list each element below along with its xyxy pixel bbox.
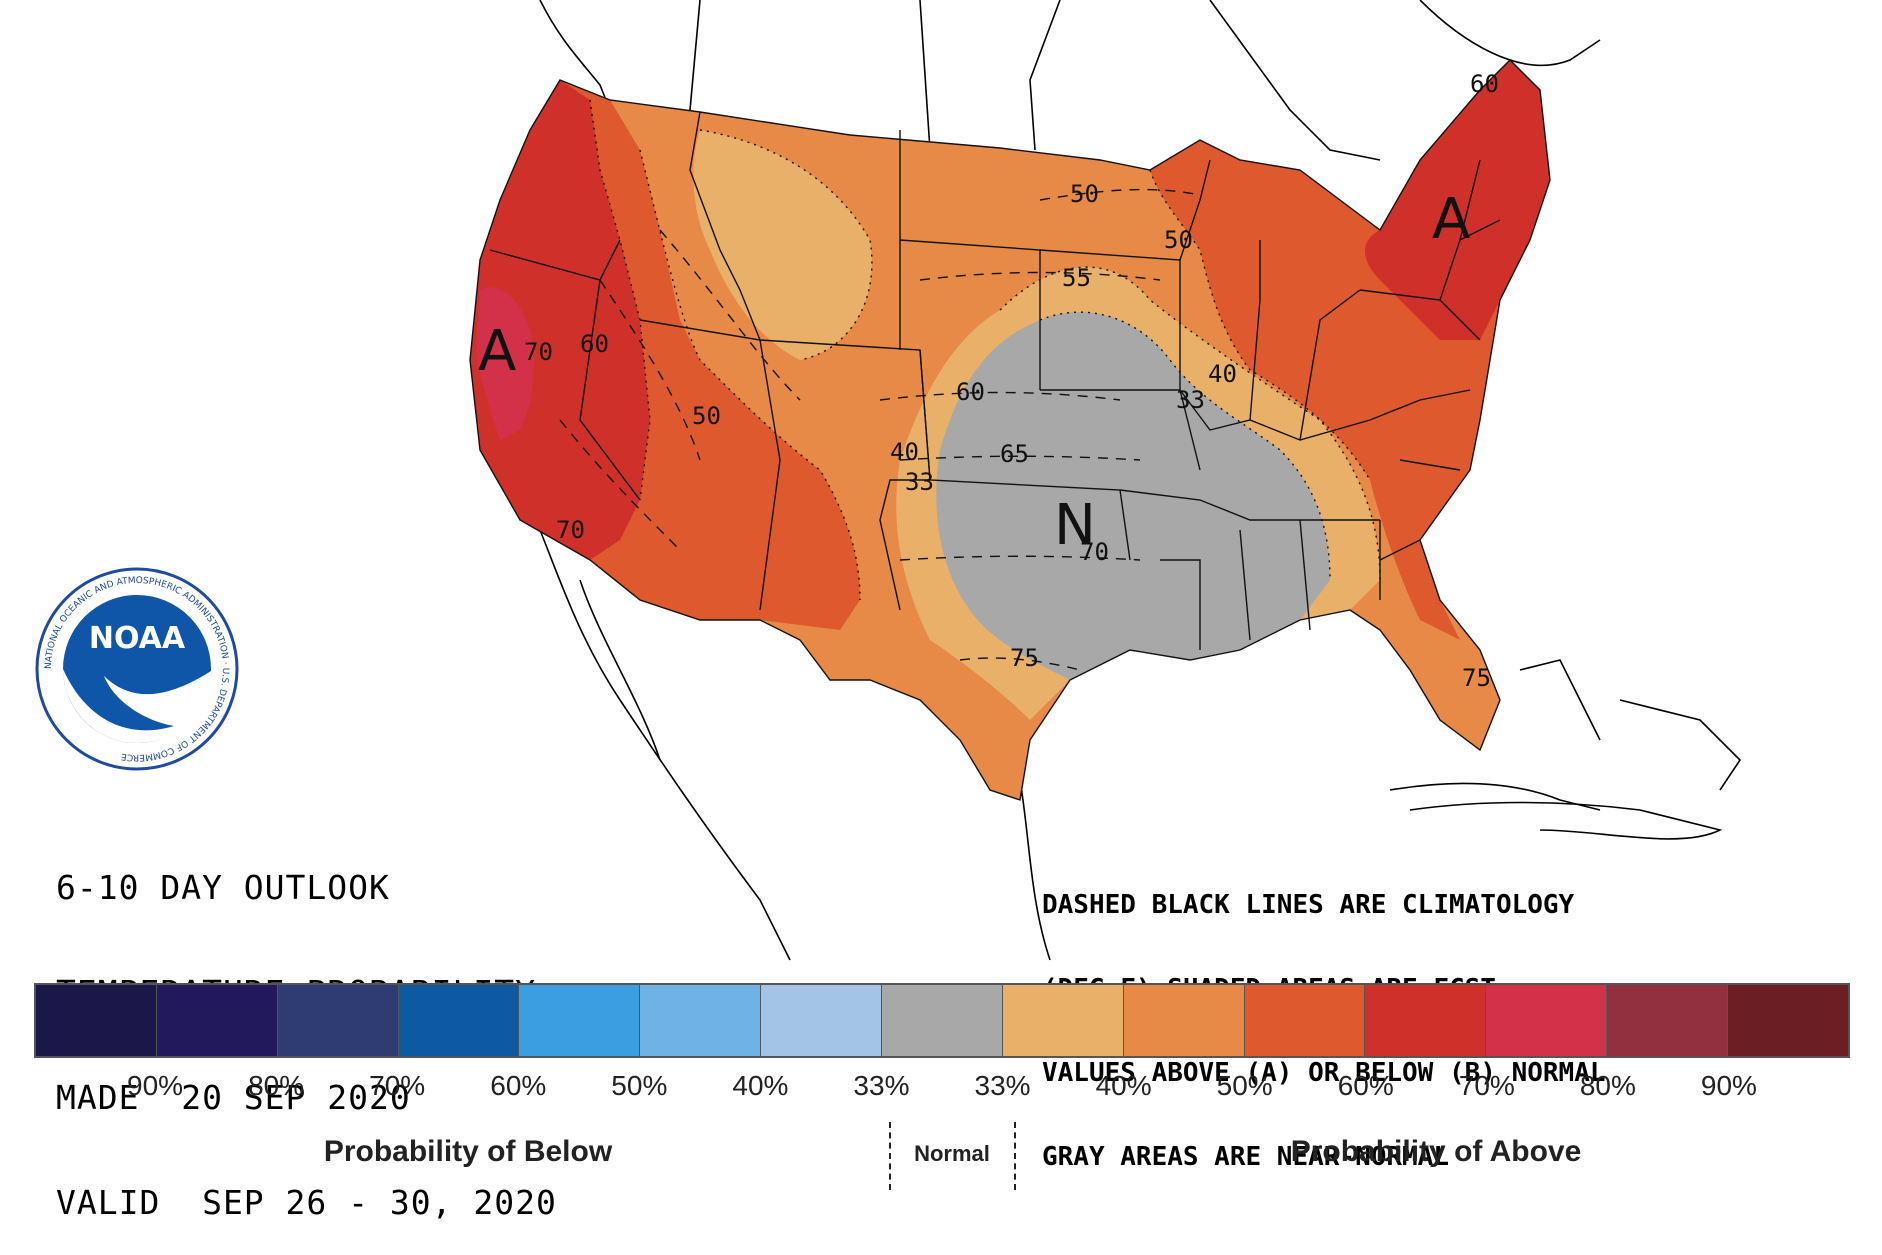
- legend-percent-label: 80%: [1579, 1070, 1636, 1101]
- legend-swatch-8: [882, 985, 1003, 1056]
- title-line-1: 6-10 DAY OUTLOOK: [56, 868, 390, 907]
- region-near-normal: [936, 312, 1330, 680]
- legend-swatch-11: [1244, 985, 1366, 1056]
- category-above-east: A: [1432, 187, 1470, 252]
- legend-swatch-12: [1365, 985, 1487, 1056]
- legend-divider-left: [889, 1122, 891, 1190]
- prob-label-50-ne: 50: [1164, 226, 1193, 254]
- legend-above-label: Probability of Above: [1290, 1135, 1582, 1168]
- prob-label-40: 40: [890, 438, 919, 466]
- legend-swatch-13: [1486, 985, 1608, 1056]
- boundary-outlines: [539, 0, 1742, 961]
- probability-color-legend: [34, 983, 1850, 1058]
- clim-label-50: 50: [1070, 180, 1099, 208]
- probability-contours: [589, 99, 1381, 601]
- legend-swatch-6: [640, 985, 762, 1056]
- legend-normal-label: Normal: [914, 1141, 990, 1166]
- clim-label-60: 60: [956, 378, 985, 406]
- legend-percent-label: 70%: [369, 1070, 426, 1101]
- legend-percent-label: 33%: [974, 1070, 1031, 1101]
- region-above-70: [476, 287, 535, 440]
- legend-percent-label: 60%: [1337, 1070, 1394, 1101]
- noaa-logo-text: NOAA: [89, 621, 186, 656]
- legend-swatch-10: [1123, 985, 1245, 1056]
- outlook-map: A A N 70 60 50 40 33 40 33 50 60 50 55 6…: [469, 0, 1742, 961]
- legend-percent-label: 50%: [611, 1070, 668, 1101]
- prob-label-60: 60: [580, 330, 609, 358]
- region-above-60-west: [470, 80, 650, 560]
- prob-label-33-west: 33: [905, 468, 934, 496]
- noaa-logo: NATIONAL OCEANIC AND ATMOSPHERIC ADMINIS…: [35, 567, 239, 771]
- clim-label-65: 65: [1000, 440, 1029, 468]
- legend-percent-label: 80%: [248, 1070, 305, 1101]
- legend-swatch-7: [761, 985, 883, 1056]
- prob-label-60-ne: 60: [1470, 70, 1499, 98]
- clim-label-70: 70: [1080, 538, 1109, 566]
- category-near-normal: N: [1054, 493, 1096, 558]
- legend-swatch-9: [1002, 985, 1124, 1056]
- prob-label-50: 50: [692, 402, 721, 430]
- legend-swatch-5: [519, 985, 641, 1056]
- legend-percent-label: 40%: [1095, 1070, 1152, 1101]
- prob-label-40-east: 40: [1208, 360, 1237, 388]
- note-line-4: GRAY AREAS ARE NEAR-NORMAL: [1042, 1142, 1449, 1172]
- legend-percent-label: 33%: [853, 1070, 910, 1101]
- legend-swatch-3: [277, 985, 399, 1056]
- legend-percent-label: 70%: [1458, 1070, 1515, 1101]
- legend-percent-label: 60%: [490, 1070, 547, 1101]
- clim-label-55: 55: [1062, 264, 1091, 292]
- legend-below-label: Probability of Below: [323, 1135, 613, 1168]
- prob-label-70: 70: [524, 338, 553, 366]
- climatology-lines: [559, 188, 1201, 671]
- legend-percent-label: 90%: [1700, 1070, 1757, 1101]
- clim-label-75: 75: [1010, 644, 1039, 672]
- legend-swatch-1: [36, 985, 157, 1056]
- title-line-4: VALID SEP 26 - 30, 2020: [56, 1183, 557, 1222]
- legend-swatch-2: [156, 985, 278, 1056]
- legend-swatch-14: [1607, 985, 1729, 1056]
- state-lines: [469, 59, 1551, 801]
- legend-percent-label: 40%: [732, 1070, 789, 1101]
- clim-label-70-sw: 70: [556, 516, 585, 544]
- title-line-3: MADE 20 SEP 2020: [56, 1078, 411, 1117]
- category-above-west: A: [478, 319, 516, 384]
- region-above-60-east: [1365, 60, 1550, 340]
- region-above-33-northwest: [693, 130, 872, 360]
- note-line-3: VALUES ABOVE (A) OR BELOW (B) NORMAL: [1042, 1058, 1606, 1088]
- clim-label-75-fl: 75: [1462, 664, 1491, 692]
- legend-swatch-4: [398, 985, 520, 1056]
- legend-percent-label: 50%: [1216, 1070, 1273, 1101]
- legend-percent-label: 90%: [127, 1070, 184, 1101]
- legend-divider-right: [1014, 1122, 1016, 1190]
- legend-swatch-15: [1728, 985, 1848, 1056]
- note-line-1: DASHED BLACK LINES ARE CLIMATOLOGY: [1042, 890, 1575, 920]
- prob-label-33-east: 33: [1176, 386, 1205, 414]
